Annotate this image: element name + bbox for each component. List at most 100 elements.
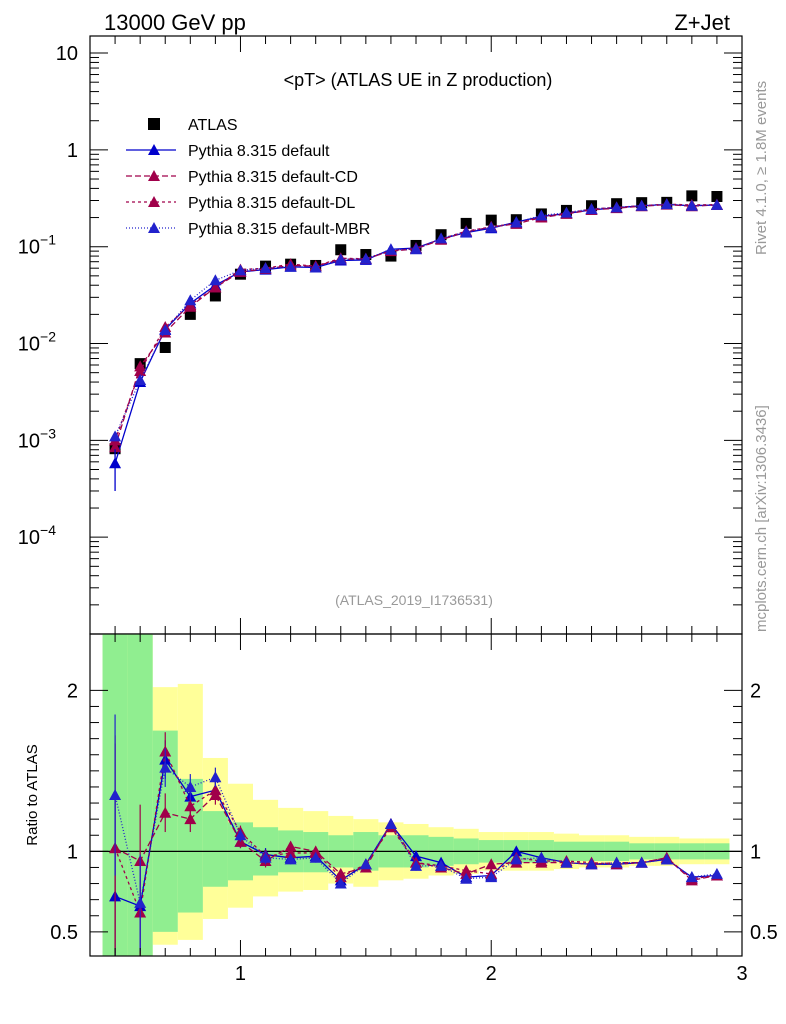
ratio-series-point xyxy=(660,853,673,865)
ratio-series-point xyxy=(109,789,122,800)
ratio-series-point xyxy=(485,871,498,883)
ratio-series-point xyxy=(635,856,648,868)
x-tick-label: 2 xyxy=(486,963,497,985)
rivet-label: Rivet 4.1.0, ≥ 1.8M events xyxy=(753,81,770,255)
legend-label: Pythia 8.315 default-MBR xyxy=(188,221,370,238)
series-point xyxy=(510,216,523,228)
series-point xyxy=(384,243,397,255)
ratio-series-point xyxy=(184,780,197,792)
y-tick-label: 1 xyxy=(67,140,78,162)
ratio-series-point xyxy=(410,859,422,871)
ratio-y-tick-label: 1 xyxy=(67,841,78,863)
ratio-y-tick-label-right: 2 xyxy=(750,680,761,702)
legend-marker xyxy=(148,222,160,233)
ratio-series-point xyxy=(334,871,347,883)
series-point xyxy=(610,201,623,213)
header-right: Z+Jet xyxy=(674,10,730,35)
series-point xyxy=(585,203,598,215)
mcplots-label: mcplots.cern.ch [arXiv:1306.3436] xyxy=(753,405,770,632)
ratio-series-point xyxy=(284,840,297,852)
chart-title: <pT> (ATLAS UE in Z production) xyxy=(284,70,553,90)
legend-marker xyxy=(148,196,160,207)
y-tick-label: 10−3 xyxy=(18,425,56,452)
atlas-point xyxy=(686,190,698,202)
ratio-series-point xyxy=(485,858,498,870)
ratio-series-point xyxy=(259,851,272,863)
series-point xyxy=(660,198,673,210)
ratio-series-point xyxy=(535,851,548,863)
ratio-series-point xyxy=(309,851,322,863)
ratio-y-tick-label-right: 1 xyxy=(750,841,761,863)
ratio-y-tick-label: 2 xyxy=(67,680,78,702)
ratio-series-point xyxy=(460,872,473,884)
ratio-series-point xyxy=(460,864,473,876)
series-line xyxy=(114,203,717,437)
series-point xyxy=(309,261,322,273)
ratio-series-point xyxy=(585,858,598,870)
series-point xyxy=(234,264,247,276)
series-point xyxy=(159,323,172,335)
y-tick-exponent: −2 xyxy=(40,329,56,345)
uncertainty-band-inner xyxy=(202,811,228,887)
atlas-point xyxy=(335,244,347,256)
ratio-series-point xyxy=(209,771,222,783)
y-tick-exponent: −1 xyxy=(40,232,56,248)
atlas-point xyxy=(184,308,196,320)
y-tick-exponent: −3 xyxy=(40,425,56,441)
ratio-series-point xyxy=(435,859,448,871)
ratio-series-point xyxy=(359,858,372,870)
legend-label: Pythia 8.315 default-DL xyxy=(188,195,355,212)
x-tick-label: 1 xyxy=(235,963,246,985)
y-tick-exponent: −4 xyxy=(40,522,56,538)
legend-marker xyxy=(148,144,160,155)
ratio-series-point xyxy=(334,877,347,889)
main-panel: 10 1 10−1 10−2 10−3 10−4 xyxy=(18,36,743,634)
series-point xyxy=(435,232,448,244)
ratio-series-point xyxy=(284,846,297,858)
series-point xyxy=(209,281,222,293)
series-point xyxy=(710,198,723,210)
ratio-series-point xyxy=(685,871,698,883)
legend-marker xyxy=(148,118,160,130)
legend: ATLAS Pythia 8.315 default Pythia 8.315 de… xyxy=(126,117,370,238)
ratio-ylabel: Ratio to ATLAS xyxy=(24,744,41,845)
series-point xyxy=(259,262,272,274)
ratio-series-point xyxy=(510,853,523,865)
x-tick-label: 3 xyxy=(736,963,747,985)
ratio-series-point xyxy=(384,817,397,829)
ratio-series-point xyxy=(234,829,247,841)
series-point xyxy=(685,199,698,211)
series-point xyxy=(209,274,222,286)
series-point xyxy=(410,243,422,255)
y-tick-label: 10−4 xyxy=(18,522,56,549)
ratio-series-point xyxy=(159,806,172,818)
series-point xyxy=(109,430,122,442)
ratio-y-tick-label-right: 0.5 xyxy=(750,922,778,944)
series-point xyxy=(359,252,372,264)
ratio-series-point xyxy=(710,867,723,879)
atlas-point xyxy=(485,214,497,226)
ratio-series-point xyxy=(209,784,222,796)
ratio-series-point xyxy=(134,896,147,908)
ratio-series-point xyxy=(510,845,523,857)
series-point xyxy=(485,221,498,233)
series-point xyxy=(109,441,122,453)
y-tick-label: 10−1 xyxy=(18,232,56,259)
ratio-series-point xyxy=(184,800,197,812)
ratio-frame xyxy=(89,633,743,957)
ratio-series-point xyxy=(159,761,172,773)
ratio-y-tick-label: 0.5 xyxy=(50,922,78,944)
series-point xyxy=(535,209,548,221)
ratio-series-point xyxy=(284,853,297,865)
y-tick-label: 10 xyxy=(56,43,78,65)
legend-marker xyxy=(148,170,160,181)
series-point xyxy=(134,374,147,386)
legend-label: ATLAS xyxy=(188,117,238,134)
series-line xyxy=(114,203,717,441)
atlas-point xyxy=(209,290,221,302)
series-point xyxy=(184,294,197,306)
ratio-series-point xyxy=(610,856,623,868)
y-tick-label: 10−2 xyxy=(18,329,56,356)
legend-label: Pythia 8.315 default xyxy=(188,143,330,160)
